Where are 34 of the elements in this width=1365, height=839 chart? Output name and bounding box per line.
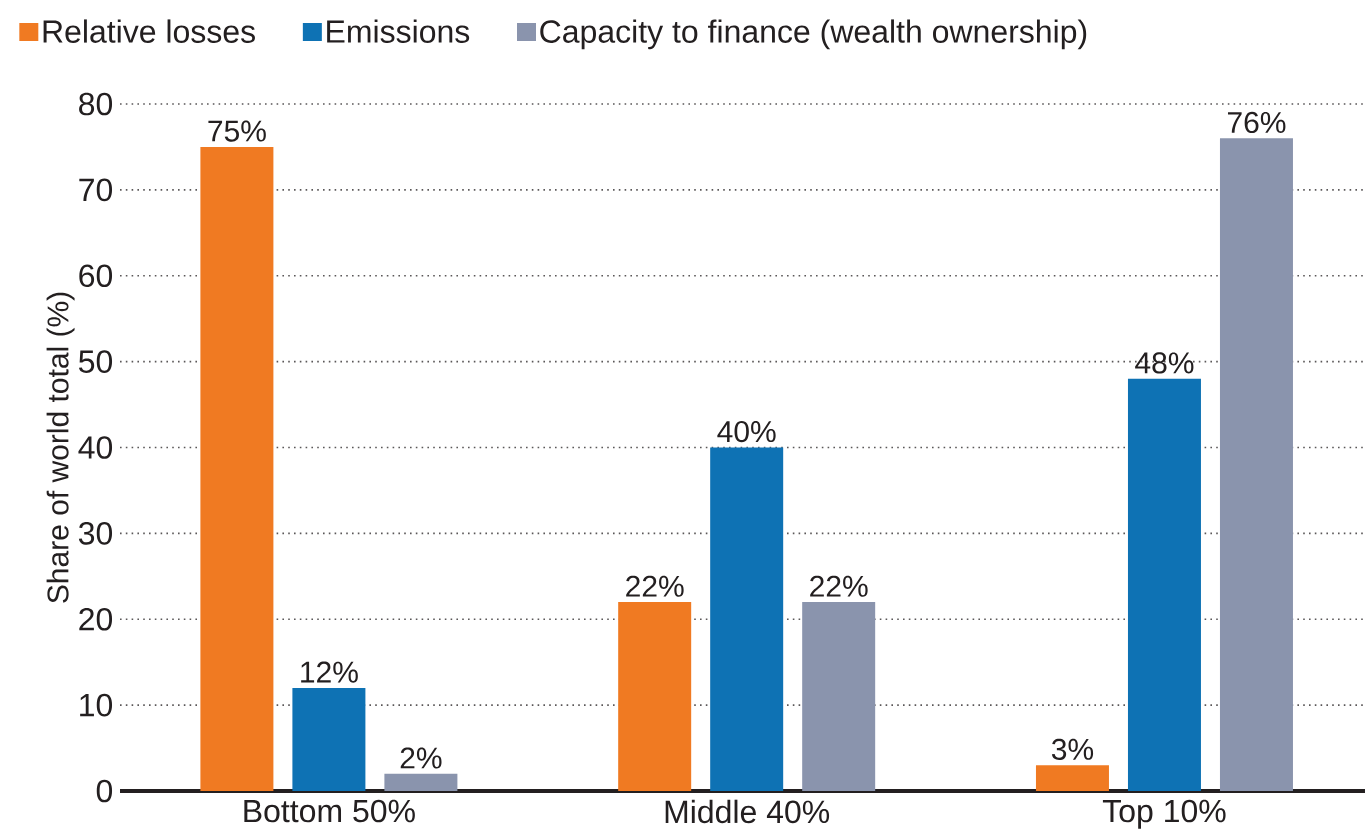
data-label: 76%: [1227, 111, 1286, 134]
y-tick-label: 40: [78, 436, 113, 459]
x-tick-label: Bottom 50%: [244, 799, 415, 823]
data-label: 40%: [717, 420, 776, 443]
bar: [1219, 138, 1293, 791]
y-tick-label: 60: [79, 264, 113, 288]
data-label: 3%: [1051, 738, 1094, 760]
y-tick-label: 30: [78, 522, 113, 545]
data-label: 22%: [626, 575, 684, 597]
data-label: 48%: [1135, 352, 1194, 374]
y-tick-label: 70: [79, 178, 113, 202]
bar: [384, 773, 458, 791]
data-label: 75%: [208, 120, 266, 142]
bar: [200, 146, 274, 791]
y-axis-title: Share of world total (%): [46, 292, 75, 603]
y-tick-label: 20: [79, 607, 113, 631]
legend-label: Capacity to finance (wealth ownership): [540, 19, 1087, 50]
bar: [802, 602, 876, 791]
x-tick-label: Middle 40%: [665, 799, 830, 824]
x-tick-label: Top 10%: [1102, 799, 1226, 829]
bar: [1127, 378, 1201, 791]
y-tick-label: 80: [79, 92, 113, 116]
y-tick-label: 50: [78, 350, 113, 373]
data-label: 22%: [810, 575, 868, 597]
bar: [618, 602, 692, 791]
y-tick-label: 0: [96, 779, 113, 803]
y-tick-label: 10: [80, 693, 113, 717]
legend-label: Emissions: [327, 19, 470, 43]
bar: [1035, 765, 1109, 791]
bar: [292, 687, 366, 791]
data-label: 2%: [400, 747, 442, 769]
legend-label: Relative losses: [43, 19, 255, 43]
data-label: 12%: [301, 661, 358, 683]
bar: [710, 447, 784, 791]
